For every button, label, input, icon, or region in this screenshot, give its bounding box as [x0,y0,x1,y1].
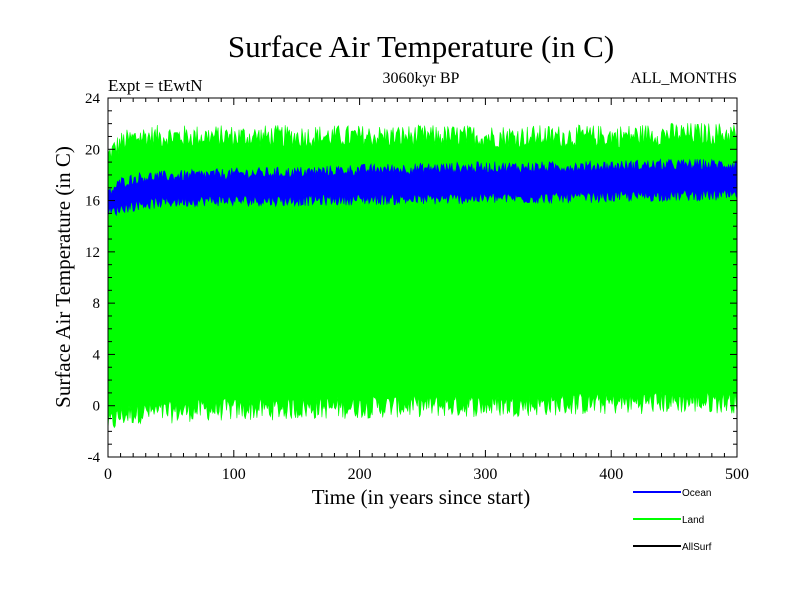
x-tick-label: 200 [348,466,372,483]
legend-label-allsurf: AllSurf [682,542,712,553]
y-tick-label: 8 [93,296,101,312]
data-bands [107,122,738,430]
y-tick-label: 24 [85,91,101,107]
months-label: ALL_MONTHS [630,70,737,87]
legend: Ocean Land AllSurf [633,488,712,553]
y-axis-label: Surface Air Temperature (in C) [51,146,75,408]
y-tick-label: 0 [93,399,101,415]
y-tick-label: 20 [85,142,100,158]
legend-label-ocean: Ocean [682,488,711,499]
legend-label-land: Land [682,515,704,526]
x-tick-label: 500 [725,466,749,483]
x-tick-label: 0 [104,466,112,483]
chart-subtitle: 3060kyr BP [383,70,460,87]
x-axis: 0 100 200 300 400 500 [104,98,749,483]
y-tick-label: 4 [93,347,101,363]
x-axis-label: Time (in years since start) [312,485,531,509]
x-tick-label: 100 [222,466,246,483]
y-tick-label: -4 [88,450,101,466]
y-axis: -4 0 4 8 12 16 20 24 [85,91,737,466]
experiment-label: Expt = tEwtN [108,76,203,95]
x-tick-label: 400 [599,466,623,483]
x-tick-label: 300 [473,466,497,483]
chart-title: Surface Air Temperature (in C) [228,29,614,64]
y-tick-label: 12 [85,245,100,261]
y-tick-label: 16 [85,194,101,210]
